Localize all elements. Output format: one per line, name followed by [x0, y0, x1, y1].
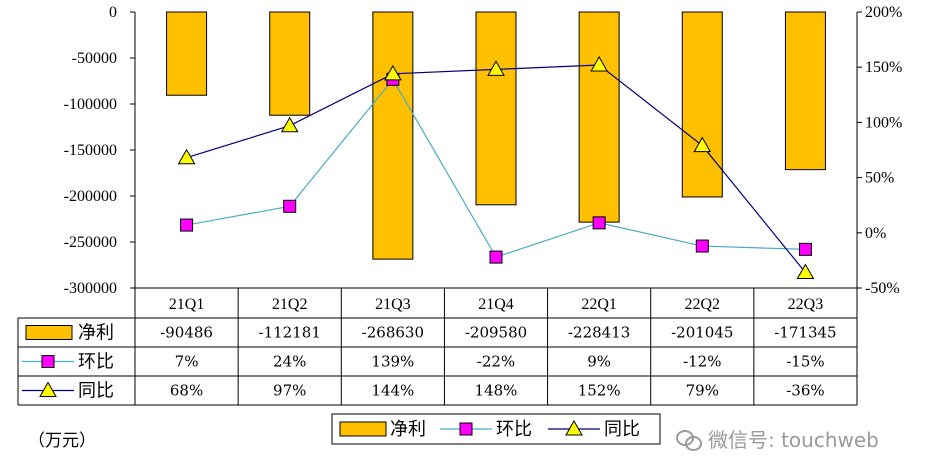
legend: 净利 环比 同比	[331, 413, 661, 445]
right-tick-label: 50%	[865, 170, 894, 187]
left-tick-label: 0	[109, 4, 117, 21]
lines	[134, 12, 858, 288]
table-cell-value: 68%	[170, 382, 203, 400]
row-key-bar	[25, 325, 73, 340]
left-tick-label: -200000	[64, 188, 117, 205]
marker-triangle	[693, 136, 712, 153]
wechat-icon	[676, 428, 702, 451]
right-axis-ticks: 200% 150% 100% 50% 0% -50%	[857, 4, 902, 297]
table-cell-value: -12%	[683, 353, 721, 371]
right-tick-label: 100%	[865, 114, 902, 131]
bar-net-profit	[681, 11, 723, 198]
legend-label: 净利	[390, 419, 426, 440]
table-cell-value: 7%	[175, 353, 199, 371]
marker-triangle	[177, 148, 196, 165]
marker-triangle	[590, 55, 609, 72]
left-axis-ticks: 0 -50000 -100000 -150000 -200000 -250000 -3000…	[64, 4, 135, 297]
left-tick-label: -100000	[64, 96, 117, 113]
table-cell-value: 79%	[686, 382, 719, 400]
category-label: 21Q3	[375, 296, 411, 313]
net-profit-bars	[166, 11, 826, 260]
table-cell-value: -268630	[362, 324, 424, 342]
marker-square	[592, 216, 606, 230]
bar-net-profit	[166, 11, 208, 96]
row-header-label: 环比	[78, 352, 114, 373]
marker-square	[180, 218, 194, 232]
table-cell-value: -201045	[671, 324, 733, 342]
bar-net-profit	[475, 11, 517, 206]
right-tick-label: 0%	[865, 225, 886, 242]
row-header-label: 净利	[78, 323, 114, 344]
category-label: 22Q1	[581, 296, 617, 313]
marker-square	[695, 239, 709, 253]
category-label: 21Q1	[169, 296, 205, 313]
table-cell-value: 139%	[371, 353, 414, 371]
marker-triangle	[796, 263, 815, 280]
legend-box	[331, 413, 661, 445]
table-cell-value: -228413	[568, 324, 630, 342]
marker-square	[489, 250, 503, 264]
table-cell-value: 97%	[273, 382, 306, 400]
table-cell-value: -36%	[786, 382, 824, 400]
category-label: 21Q4	[478, 296, 514, 313]
bar-net-profit	[269, 11, 311, 116]
legend-key-bar	[339, 421, 387, 437]
category-label: 21Q2	[272, 296, 308, 313]
table-cell-value: 152%	[578, 382, 621, 400]
left-tick-label: -300000	[64, 280, 117, 297]
table-cell-value: -15%	[786, 353, 824, 371]
table-cell-value: 144%	[371, 382, 414, 400]
marker-square	[798, 242, 812, 256]
marker-triangle	[39, 381, 57, 397]
legend-label: 环比	[496, 419, 532, 440]
table-cell-value: 9%	[587, 353, 611, 371]
left-tick-label: -150000	[64, 142, 117, 159]
table-cell-value: -112181	[259, 324, 321, 342]
marker-triangle	[383, 64, 402, 81]
marker-triangle	[565, 419, 583, 436]
left-tick-label: -250000	[64, 234, 117, 251]
right-tick-label: 150%	[865, 59, 902, 76]
bar-net-profit	[372, 11, 414, 260]
watermark: 微信号: touchweb	[676, 424, 879, 453]
category-label: 22Q3	[788, 296, 824, 313]
right-tick-label: -50%	[865, 280, 900, 297]
watermark-text: 微信号: touchweb	[708, 428, 879, 452]
table-cell-value: -209580	[465, 324, 527, 342]
bar-net-profit	[578, 11, 620, 223]
table-cell-value: -171345	[774, 324, 836, 342]
category-label: 22Q2	[685, 296, 721, 313]
marker-triangle	[487, 60, 505, 76]
table-cell-value: 148%	[475, 382, 518, 400]
marker-triangle	[280, 116, 299, 133]
legend-label: 同比	[604, 419, 640, 440]
data-table: 21Q1 21Q2 21Q3 21Q4 22Q1 22Q2 22Q3 净利 -90486 -112…	[17, 287, 858, 406]
unit-label: （万元）	[28, 431, 96, 451]
right-tick-label: 200%	[865, 4, 902, 21]
table-cell-value: -22%	[477, 353, 515, 371]
table-cell-value: -90486	[160, 324, 213, 342]
bar-net-profit	[784, 11, 826, 171]
marker-square	[41, 355, 55, 368]
row-header-label: 同比	[78, 381, 114, 402]
marker-square	[283, 199, 297, 213]
left-tick-label: -50000	[72, 50, 117, 67]
marker-square	[459, 422, 473, 436]
table-cell-value: 24%	[273, 353, 306, 371]
